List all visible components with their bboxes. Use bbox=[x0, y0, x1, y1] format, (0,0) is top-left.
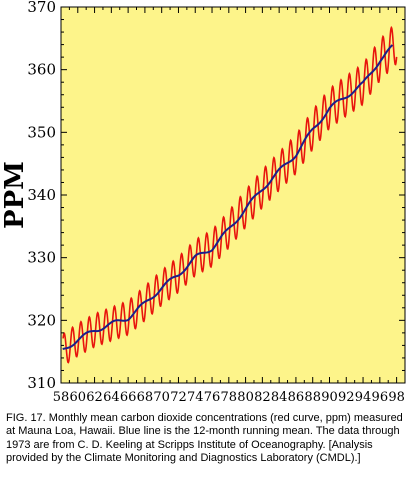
x-tick-label: 92 bbox=[338, 390, 355, 405]
x-tick-label: 86 bbox=[288, 390, 305, 405]
ticks-layer bbox=[60, 6, 405, 384]
x-tick-label: 94 bbox=[355, 390, 372, 405]
x-tick-label: 66 bbox=[120, 390, 137, 405]
x-tick-label: 88 bbox=[304, 390, 321, 405]
x-tick-label: 68 bbox=[137, 390, 154, 405]
x-tick-label: 72 bbox=[170, 390, 187, 405]
x-tick-label: 90 bbox=[321, 390, 338, 405]
y-tick-label: 330 bbox=[27, 249, 56, 267]
x-tick-label: 78 bbox=[221, 390, 238, 405]
y-tick-label: 320 bbox=[27, 311, 56, 329]
x-tick-label: 80 bbox=[237, 390, 254, 405]
y-tick-label: 360 bbox=[27, 61, 56, 79]
y-tick-label: 340 bbox=[27, 186, 56, 204]
x-tick-label: 64 bbox=[103, 390, 120, 405]
x-tick-label: 60 bbox=[70, 390, 87, 405]
x-tick-label: 96 bbox=[372, 390, 389, 405]
x-tick-label: 84 bbox=[271, 390, 288, 405]
x-tick-label: 62 bbox=[86, 390, 103, 405]
y-tick-label: 350 bbox=[27, 123, 56, 141]
running-mean-line bbox=[62, 44, 394, 351]
y-axis-label: PPM bbox=[0, 161, 30, 229]
x-tick-label: 82 bbox=[254, 390, 271, 405]
y-tick-label: 370 bbox=[27, 0, 56, 16]
x-tick-label: 70 bbox=[153, 390, 170, 405]
x-tick-label: 98 bbox=[388, 390, 405, 405]
x-tick-label: 76 bbox=[204, 390, 221, 405]
series-layer bbox=[62, 25, 398, 364]
figure-caption: FIG. 17. Monthly mean carbon dioxide con… bbox=[6, 412, 403, 465]
x-tick-label: 58 bbox=[53, 390, 70, 405]
x-tick-label: 74 bbox=[187, 390, 204, 405]
y-tick-label: 310 bbox=[27, 374, 56, 392]
